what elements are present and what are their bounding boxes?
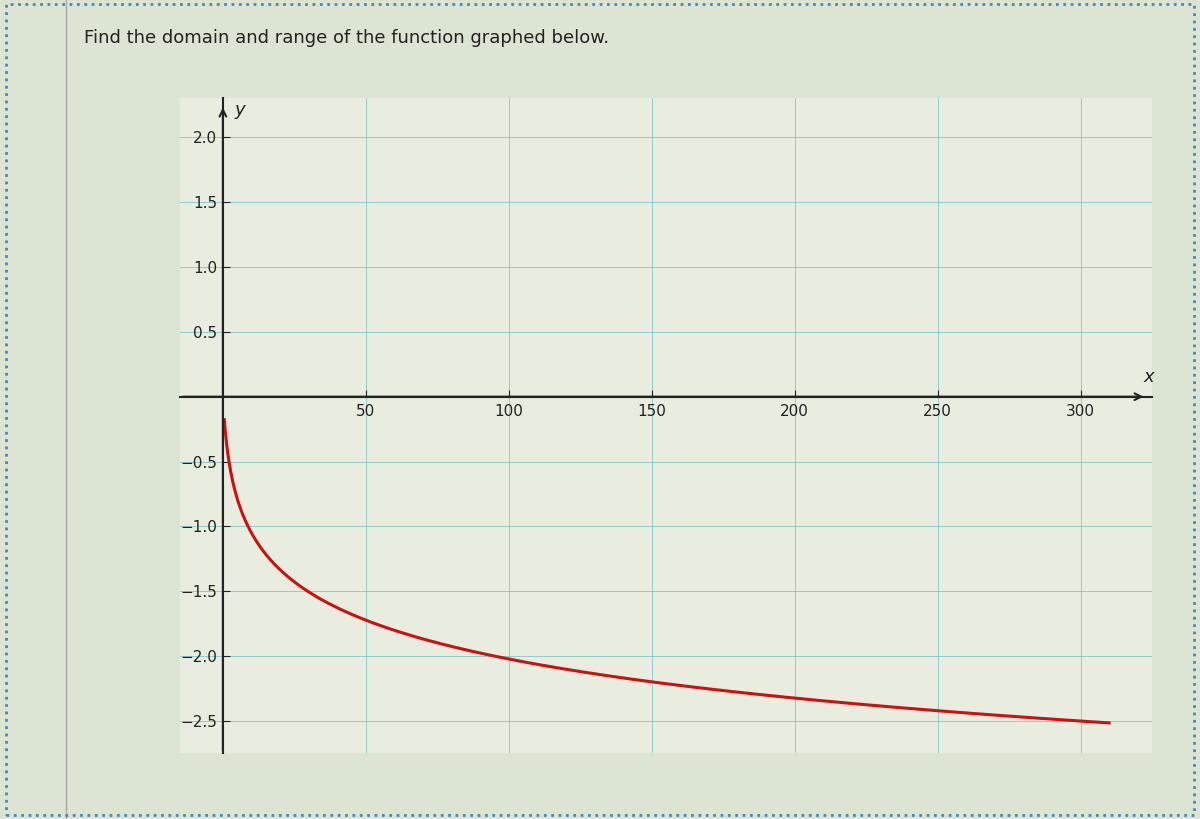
Text: y: y: [234, 101, 245, 119]
Text: Find the domain and range of the function graphed below.: Find the domain and range of the functio…: [84, 29, 610, 47]
Text: x: x: [1144, 369, 1154, 387]
